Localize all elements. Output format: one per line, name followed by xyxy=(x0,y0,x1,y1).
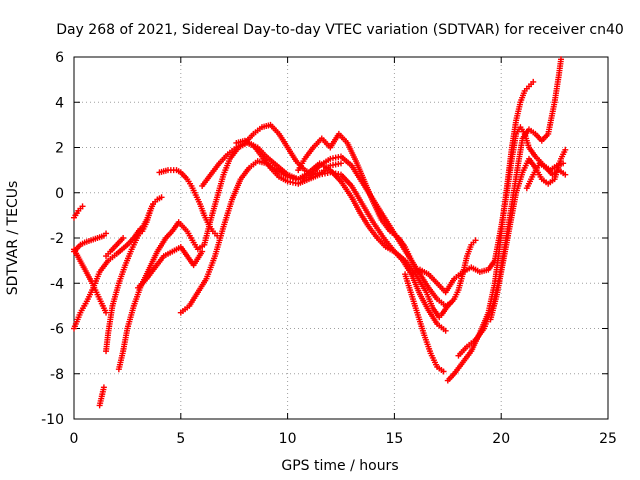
plot-frame xyxy=(73,56,609,420)
data-point xyxy=(472,237,479,244)
x-axis-label: GPS time / hours xyxy=(281,458,398,474)
y-tick-label: -6 xyxy=(50,322,64,338)
series-arc-21 xyxy=(523,160,569,192)
data-point xyxy=(103,309,110,316)
x-tick-label: 20 xyxy=(492,431,510,447)
y-tick-label: 6 xyxy=(55,50,64,66)
series-arc-1 xyxy=(71,203,86,221)
data-point xyxy=(562,146,569,153)
data-point xyxy=(530,78,537,85)
y-tick-label: 0 xyxy=(55,186,64,202)
y-tick-label: 4 xyxy=(55,95,64,111)
series-arc-9 xyxy=(135,244,206,291)
data-point xyxy=(79,203,86,210)
data-point xyxy=(562,171,569,178)
data-point xyxy=(100,384,107,391)
series-arc-18 xyxy=(444,78,537,384)
data-point xyxy=(558,56,565,63)
x-tick-label: 5 xyxy=(176,431,185,447)
grid xyxy=(74,57,608,419)
y-tick-label: -4 xyxy=(50,276,64,292)
y-tick-label: -2 xyxy=(50,231,64,247)
series-arc-16 xyxy=(408,124,567,296)
data-point xyxy=(440,368,447,375)
data-point xyxy=(199,248,206,255)
series-arc-6 xyxy=(103,194,165,355)
series-arc-11 xyxy=(177,158,449,334)
series-arc-5 xyxy=(96,384,107,409)
data-point xyxy=(408,257,415,264)
series-arc-13 xyxy=(233,137,443,321)
x-tick-label: 25 xyxy=(599,431,617,447)
data-point xyxy=(442,327,449,334)
series-arc-17 xyxy=(438,237,479,318)
y-tick-label: -10 xyxy=(41,412,64,428)
data-point xyxy=(158,194,165,201)
x-tick-label: 15 xyxy=(385,431,403,447)
y-axis-label: SDTVAR / TECUs xyxy=(5,181,21,296)
y-tick-label: -8 xyxy=(50,367,64,383)
data-point xyxy=(338,160,344,167)
series-arc-7 xyxy=(103,235,127,260)
data-point xyxy=(103,230,110,237)
series-arc-4 xyxy=(71,230,110,255)
x-tick-label: 0 xyxy=(70,431,79,447)
y-tick-label: 2 xyxy=(55,141,64,157)
x-tick-label: 10 xyxy=(279,431,297,447)
axis-ticks: -10 -8 -6 -4 -2 0 2 4 6 0 5 10 15 20 25 xyxy=(41,50,617,447)
data-point xyxy=(120,235,127,241)
series-arc-15 xyxy=(402,271,447,375)
data-points xyxy=(71,56,569,409)
series-arc-14 xyxy=(295,130,415,264)
chart-title: Day 268 of 2021, Sidereal Day-to-day VTE… xyxy=(56,22,624,38)
series-arc-10 xyxy=(156,167,221,239)
series-arc-19 xyxy=(455,56,565,359)
